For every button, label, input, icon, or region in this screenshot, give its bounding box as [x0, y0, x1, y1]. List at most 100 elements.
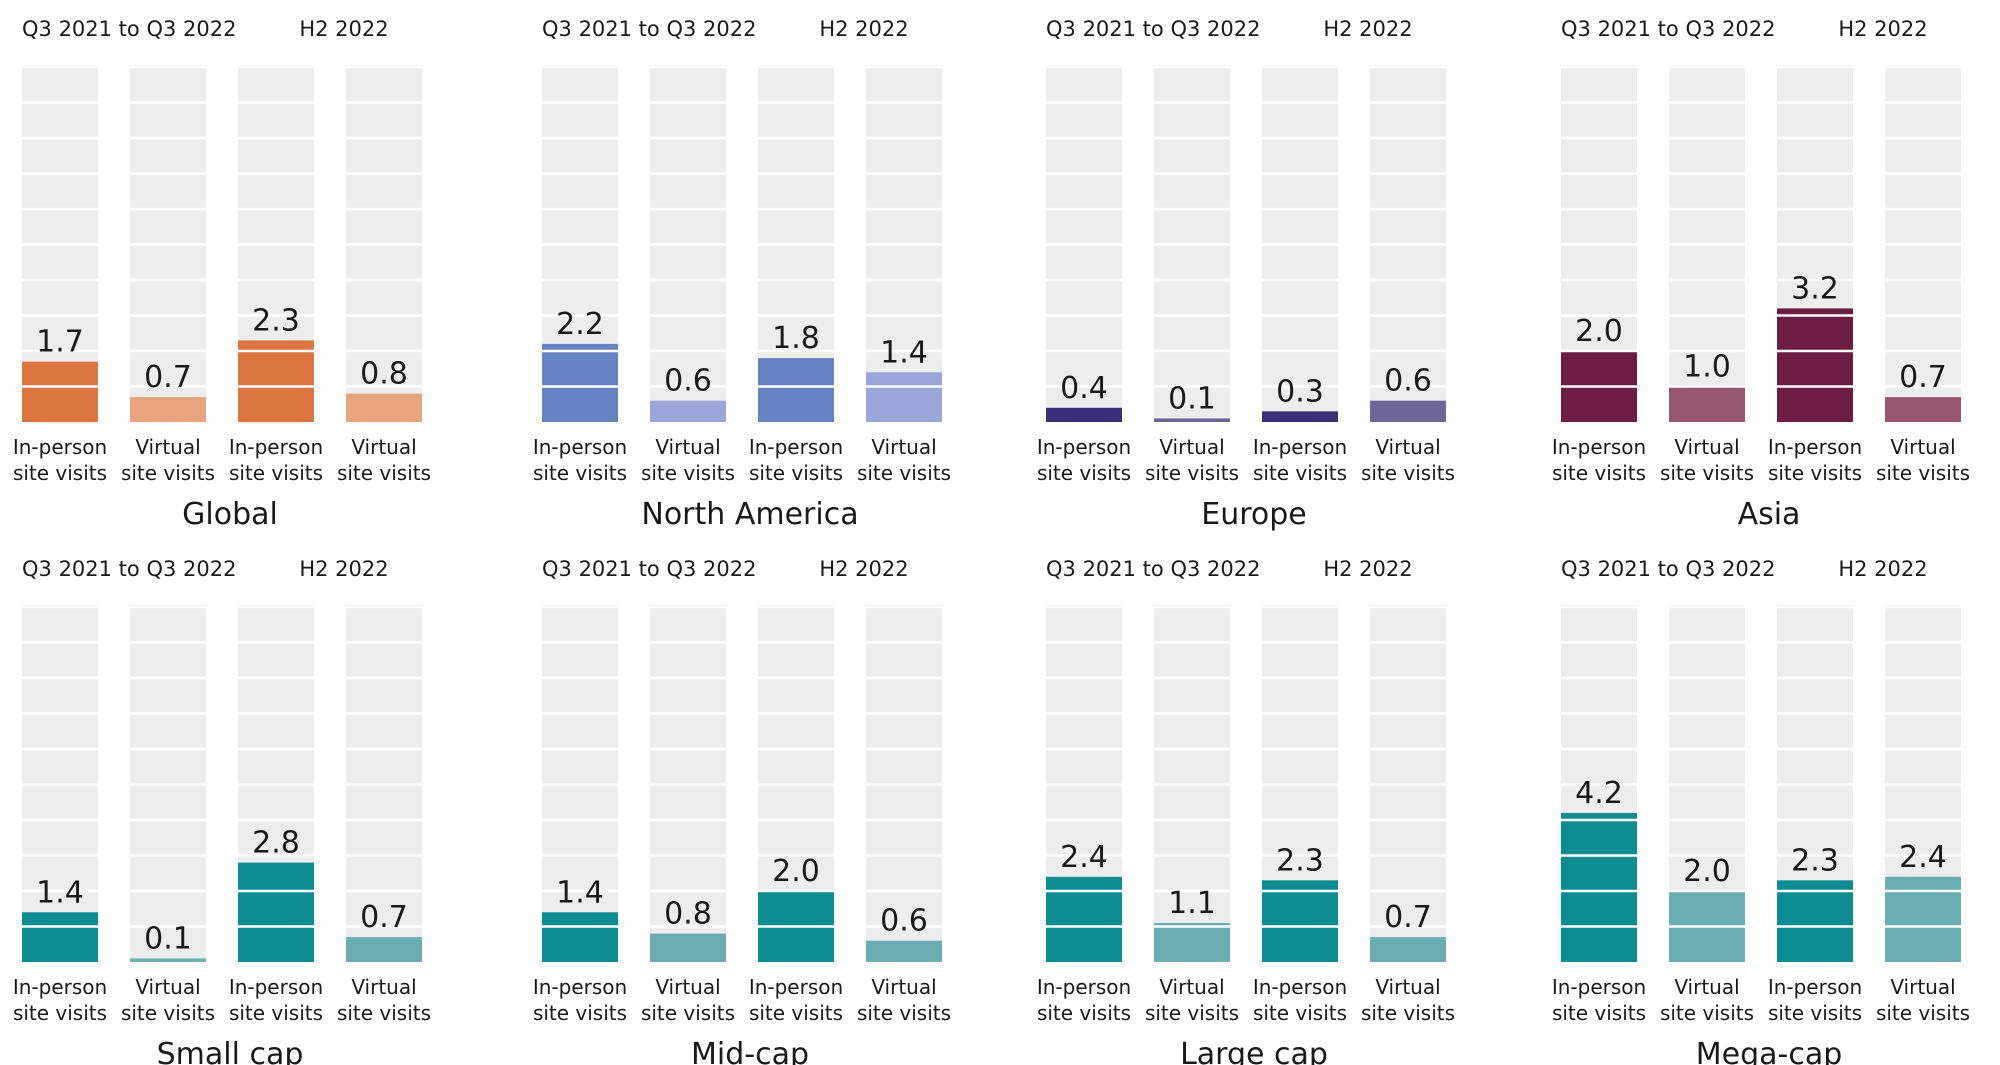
- category-label-line: site visits: [1253, 461, 1347, 485]
- data-label: 1.4: [556, 875, 604, 910]
- data-label: 0.6: [880, 904, 928, 939]
- category-label-line: In-person: [13, 435, 107, 459]
- category-label: In-person site visits: [1552, 975, 1646, 1025]
- category-label-line: site visits: [229, 461, 323, 485]
- category-label-line: In-person: [1037, 435, 1131, 459]
- data-label: 2.4: [1060, 840, 1108, 875]
- category-label-line: In-person: [1037, 975, 1131, 999]
- chart-title: Global: [182, 497, 278, 532]
- category-label-line: site visits: [1768, 1001, 1862, 1025]
- category-label: In-person site visits: [749, 435, 843, 485]
- bar: [22, 361, 98, 422]
- data-label: 0.1: [1168, 381, 1216, 416]
- category-label-line: site visits: [1876, 461, 1970, 485]
- data-label: 0.4: [1060, 371, 1108, 406]
- bar: [1777, 308, 1853, 422]
- category-label-line: In-person: [749, 975, 843, 999]
- group-label: H2 2022: [819, 557, 908, 581]
- bar: [1885, 397, 1961, 422]
- bar: [1561, 812, 1637, 962]
- bar: [650, 933, 726, 962]
- category-label-line: site visits: [1768, 461, 1862, 485]
- bar: [130, 397, 206, 422]
- chart-title: Mega-cap: [1696, 1037, 1843, 1065]
- category-label: In-person site visits: [229, 975, 323, 1025]
- bar: [1262, 411, 1338, 422]
- category-label-line: In-person: [1253, 435, 1347, 459]
- category-label-line: Virtual: [871, 975, 936, 999]
- group-label: H2 2022: [1838, 557, 1927, 581]
- data-label: 1.1: [1168, 886, 1216, 921]
- category-label-line: In-person: [13, 975, 107, 999]
- data-label: 4.2: [1575, 776, 1623, 811]
- bar: [1154, 922, 1230, 962]
- group-label: Q3 2021 to Q3 2022: [1561, 17, 1775, 41]
- category-label: Virtual site visits: [1361, 975, 1455, 1025]
- category-label-line: In-person: [1253, 975, 1347, 999]
- chart-title: Small cap: [157, 1037, 304, 1065]
- category-label: Virtual site visits: [1876, 435, 1970, 485]
- category-label-line: site visits: [229, 1001, 323, 1025]
- category-label-line: site visits: [1145, 1001, 1239, 1025]
- data-label: 2.3: [252, 303, 300, 338]
- data-label: 2.4: [1899, 840, 1947, 875]
- chart-title: Mid-cap: [691, 1037, 809, 1065]
- data-label: 2.2: [556, 307, 604, 342]
- category-label-line: Virtual: [1890, 435, 1955, 459]
- category-label: Virtual site visits: [641, 435, 735, 485]
- category-label-line: Virtual: [1890, 975, 1955, 999]
- category-label: In-person site visits: [1768, 435, 1862, 485]
- data-label: 0.6: [664, 364, 712, 399]
- category-label: In-person site visits: [1253, 975, 1347, 1025]
- category-label-line: site visits: [749, 1001, 843, 1025]
- category-label-line: In-person: [533, 435, 627, 459]
- chart-title: Europe: [1201, 497, 1307, 532]
- bar: [866, 372, 942, 422]
- bar: [1370, 400, 1446, 422]
- bar: [1370, 937, 1446, 962]
- data-label: 0.6: [1384, 364, 1432, 399]
- category-label-line: Virtual: [1159, 435, 1224, 459]
- category-label: Virtual site visits: [1660, 435, 1754, 485]
- data-label: 3.2: [1791, 271, 1839, 306]
- data-label: 1.4: [880, 335, 928, 370]
- category-label: In-person site visits: [13, 435, 107, 485]
- category-label: In-person site visits: [1552, 435, 1646, 485]
- category-label: In-person site visits: [749, 975, 843, 1025]
- category-label: Virtual site visits: [1876, 975, 1970, 1025]
- category-label: In-person site visits: [1253, 435, 1347, 485]
- group-label: Q3 2021 to Q3 2022: [1046, 557, 1260, 581]
- category-label-line: site visits: [121, 1001, 215, 1025]
- category-label-line: site visits: [1253, 1001, 1347, 1025]
- category-label-line: Virtual: [135, 975, 200, 999]
- data-label: 2.3: [1791, 843, 1839, 878]
- group-label: Q3 2021 to Q3 2022: [1046, 17, 1260, 41]
- category-label: Virtual site visits: [1145, 435, 1239, 485]
- category-label: In-person site visits: [13, 975, 107, 1025]
- data-label: 1.0: [1683, 350, 1731, 385]
- group-label: Q3 2021 to Q3 2022: [22, 557, 236, 581]
- category-label: Virtual site visits: [857, 435, 951, 485]
- category-label-line: site visits: [857, 1001, 951, 1025]
- category-label: Virtual site visits: [1361, 435, 1455, 485]
- category-label-line: In-person: [1768, 435, 1862, 459]
- category-label-line: Virtual: [871, 435, 936, 459]
- category-label: Virtual site visits: [1660, 975, 1754, 1025]
- data-label: 2.0: [1575, 314, 1623, 349]
- data-label: 1.4: [36, 875, 84, 910]
- bar: [1046, 876, 1122, 962]
- category-label-line: In-person: [1768, 975, 1862, 999]
- bar: [1885, 876, 1961, 962]
- chart-title: Asia: [1738, 497, 1801, 532]
- bar: [238, 862, 314, 962]
- category-label-line: site visits: [533, 1001, 627, 1025]
- bar: [650, 400, 726, 422]
- category-label-line: site visits: [1552, 461, 1646, 485]
- category-label-line: site visits: [1552, 1001, 1646, 1025]
- category-label-line: site visits: [1361, 1001, 1455, 1025]
